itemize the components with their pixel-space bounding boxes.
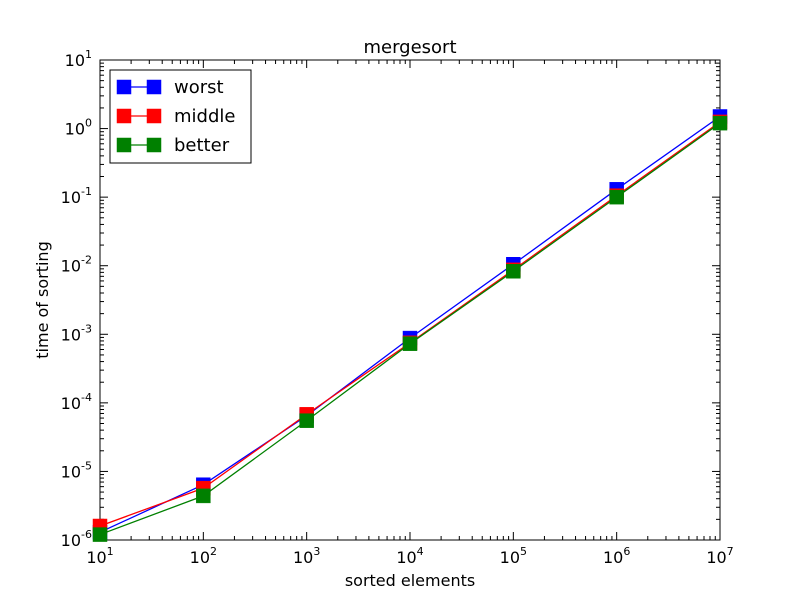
x-tick-label: 107 [706, 545, 733, 567]
x-tick-label: 102 [190, 545, 217, 567]
y-tick-base: 10 [61, 188, 81, 207]
data-point-better [712, 115, 728, 131]
y-axis-title: time of sorting [33, 241, 52, 358]
y-tick-label: 10-1 [61, 185, 92, 207]
x-tick-label: 106 [603, 545, 630, 567]
legend-marker-worst [116, 79, 132, 95]
y-tick-label: 101 [65, 48, 92, 70]
data-point-better [506, 264, 521, 279]
chart-title: mergesort [363, 37, 456, 58]
y-tick-base: 10 [61, 394, 81, 413]
legend-label-worst: worst [174, 77, 224, 98]
x-tick-base: 10 [500, 548, 520, 567]
y-tick-exp: -6 [81, 528, 92, 541]
y-tick-base: 10 [61, 531, 81, 550]
legend-label-middle: middle [174, 106, 235, 127]
x-tick-label: 103 [293, 545, 320, 567]
data-point-better [402, 336, 418, 351]
legend: worst middle better [109, 69, 252, 164]
y-tick-base: 10 [65, 120, 85, 139]
x-tick-exp: 6 [623, 545, 630, 558]
y-tick-label: 10-6 [61, 528, 92, 550]
y-tick-label: 10-3 [61, 322, 92, 344]
legend-marker-better [116, 137, 132, 153]
legend-marker-better [146, 137, 162, 153]
x-axis-title: sorted elements [345, 571, 475, 590]
x-tick-exp: 7 [727, 545, 734, 558]
data-point-better [299, 413, 314, 428]
y-tick-base: 10 [61, 325, 81, 344]
x-tick-base: 10 [706, 548, 726, 567]
y-tick-exp: -5 [81, 459, 92, 472]
x-tick-label: 101 [86, 545, 113, 567]
y-tick-base: 10 [65, 51, 85, 70]
x-tick-base: 10 [293, 548, 313, 567]
y-tick-exp: -4 [81, 391, 92, 404]
legend-marker-worst [146, 79, 162, 95]
y-tick-exp: -2 [81, 254, 92, 267]
legend-marker-middle [146, 108, 162, 124]
y-tick-exp: 0 [85, 117, 92, 130]
data-point-better [609, 189, 624, 205]
x-tick-base: 10 [603, 548, 623, 567]
y-tick-base: 10 [61, 257, 81, 276]
y-tick-exp: -3 [81, 322, 92, 335]
legend-label-better: better [174, 135, 230, 156]
y-tick-label: 100 [65, 117, 92, 139]
x-tick-label: 104 [396, 545, 423, 567]
y-tick-base: 10 [61, 462, 81, 481]
data-point-better [92, 527, 108, 542]
y-tick-label: 10-2 [61, 254, 92, 276]
x-tick-exp: 4 [417, 545, 424, 558]
x-tick-base: 10 [86, 548, 106, 567]
y-tick-exp: -1 [81, 185, 92, 198]
y-tick-label: 10-4 [61, 391, 92, 413]
x-tick-label: 105 [500, 545, 527, 567]
x-tick-exp: 1 [107, 545, 114, 558]
data-point-better [196, 488, 211, 504]
x-tick-exp: 2 [210, 545, 217, 558]
series-better [92, 115, 728, 542]
x-tick-base: 10 [190, 548, 210, 567]
y-tick-exp: 1 [85, 48, 92, 61]
y-tick-label: 10-5 [61, 459, 92, 481]
x-tick-exp: 3 [313, 545, 320, 558]
x-tick-base: 10 [396, 548, 416, 567]
legend-marker-middle [116, 108, 132, 124]
x-tick-exp: 5 [520, 545, 527, 558]
plot-area [92, 109, 728, 542]
